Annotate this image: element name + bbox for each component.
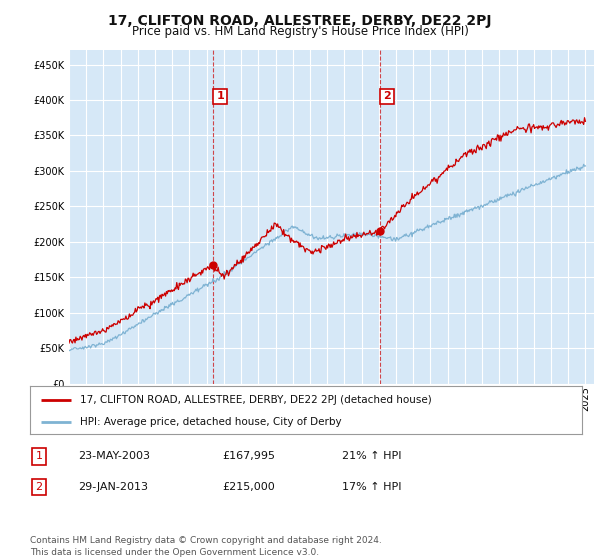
Text: 17% ↑ HPI: 17% ↑ HPI <box>342 482 401 492</box>
Text: Contains HM Land Registry data © Crown copyright and database right 2024.
This d: Contains HM Land Registry data © Crown c… <box>30 536 382 557</box>
Text: 29-JAN-2013: 29-JAN-2013 <box>78 482 148 492</box>
Text: 17, CLIFTON ROAD, ALLESTREE, DERBY, DE22 2PJ: 17, CLIFTON ROAD, ALLESTREE, DERBY, DE22… <box>108 14 492 28</box>
Text: 21% ↑ HPI: 21% ↑ HPI <box>342 451 401 461</box>
Text: £215,000: £215,000 <box>222 482 275 492</box>
Text: £167,995: £167,995 <box>222 451 275 461</box>
Text: 2: 2 <box>383 91 391 101</box>
Text: HPI: Average price, detached house, City of Derby: HPI: Average price, detached house, City… <box>80 417 341 427</box>
Text: 1: 1 <box>216 91 224 101</box>
Text: 17, CLIFTON ROAD, ALLESTREE, DERBY, DE22 2PJ (detached house): 17, CLIFTON ROAD, ALLESTREE, DERBY, DE22… <box>80 395 431 405</box>
Text: 2: 2 <box>35 482 43 492</box>
Text: 23-MAY-2003: 23-MAY-2003 <box>78 451 150 461</box>
Text: 1: 1 <box>35 451 43 461</box>
Text: Price paid vs. HM Land Registry's House Price Index (HPI): Price paid vs. HM Land Registry's House … <box>131 25 469 38</box>
